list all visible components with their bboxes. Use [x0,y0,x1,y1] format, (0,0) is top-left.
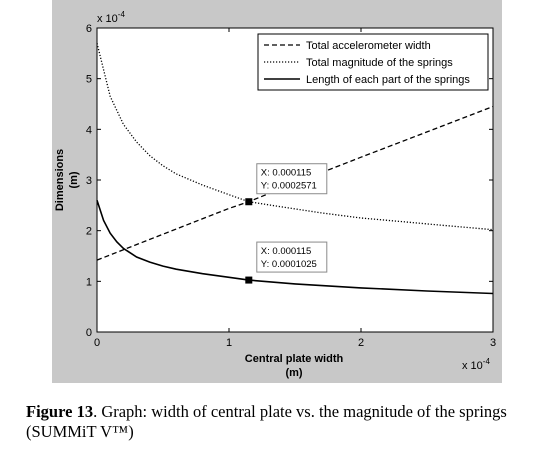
y-tick-label: 5 [86,74,92,86]
x-tick-label: 2 [358,337,364,349]
datatip-x-label-0: X: 0.000115 [261,168,312,179]
datatip-x-label-1: X: 0.000115 [261,246,312,257]
x-axis-label-line2: (m) [285,367,302,379]
x-tick-label: 1 [226,337,232,349]
figure-caption: Figure 13. Graph: width of central plate… [26,402,541,442]
y-axis-label-line1: Dimensions [54,149,66,211]
legend: Total accelerometer width Total magnitud… [257,33,489,91]
legend-box [257,33,489,91]
y-multiplier: x 10-4 [97,10,125,25]
datatip-group: X: 0.000115 Y: 0.0002571 X: 0.000115 Y: 0.0… [245,163,328,284]
datatip-marker-0[interactable] [245,198,253,206]
legend-entry-0: Total accelerometer width [306,40,431,52]
y-tick-label: 1 [86,276,92,288]
series-line-1 [96,43,494,231]
x-tick-label: 3 [490,337,496,349]
y-axis-label-line2: (m) [68,171,80,188]
axis-ticks: 0 1 2 3 0 1 2 3 4 5 6 [86,23,496,349]
y-tick-label: 4 [86,124,92,136]
x-tick-label: 0 [94,337,100,349]
y-tick-label: 0 [86,327,92,339]
y-tick-label: 6 [86,23,92,35]
x-multiplier: x 10-4 [462,357,490,372]
x-axis-label-line1: Central plate width [245,353,344,365]
datatip-box-0 [256,163,328,195]
legend-entry-2: Length of each part of the springs [306,74,470,86]
datatip-y-label-0: Y: 0.0002571 [261,181,317,192]
caption-text: . Graph: width of central plate vs. the … [26,402,507,441]
y-tick-label: 2 [86,226,92,238]
datatip-box-1 [256,241,328,273]
series-line-2 [96,200,494,295]
y-tick-label: 3 [86,175,92,187]
datatip-marker-1[interactable] [245,276,253,284]
datatip-y-label-1: Y: 0.0001025 [261,259,317,270]
caption-label: Figure 13 [26,402,94,421]
legend-entry-1: Total magnitude of the springs [306,57,453,69]
